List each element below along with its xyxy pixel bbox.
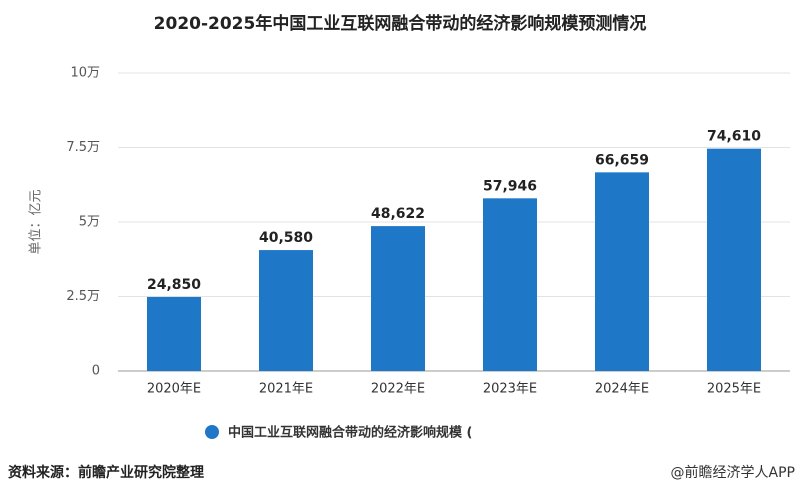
- value-label: 40,580: [259, 230, 313, 246]
- y-tick-label: 2.5万: [66, 289, 100, 304]
- y-tick-label: 5万: [79, 215, 100, 230]
- x-tick-label: 2024年E: [595, 382, 649, 397]
- bar: [371, 226, 425, 371]
- y-tick-label: 0: [92, 364, 100, 379]
- x-tick-label: 2022年E: [371, 382, 425, 397]
- value-label: 48,622: [371, 206, 425, 222]
- y-tick-label: 7.5万: [66, 140, 100, 155]
- x-tick-label: 2020年E: [147, 382, 201, 397]
- value-label: 57,946: [483, 178, 537, 194]
- legend-swatch: [205, 425, 219, 439]
- legend-label: 中国工业互联网融合带动的经济影响规模 (: [228, 425, 472, 441]
- credit: @前瞻经济学人APP: [671, 464, 795, 481]
- x-tick-label: 2025年E: [707, 382, 761, 397]
- bar: [259, 250, 313, 371]
- bar: [147, 296, 201, 371]
- y-axis-label: 单位：亿元: [29, 189, 44, 254]
- bar: [595, 172, 649, 371]
- y-tick-label: 10万: [70, 66, 100, 81]
- value-label: 66,659: [595, 152, 649, 168]
- bar: [483, 198, 537, 371]
- value-label: 24,850: [147, 277, 201, 293]
- value-label: 74,610: [707, 129, 761, 145]
- source-note: 资料来源：前瞻产业研究院整理: [8, 464, 204, 481]
- bar: [707, 148, 761, 371]
- chart-title: 2020-2025年中国工业互联网融合带动的经济影响规模预测情况: [154, 13, 647, 34]
- x-tick-label: 2023年E: [483, 382, 537, 397]
- x-tick-label: 2021年E: [259, 382, 313, 397]
